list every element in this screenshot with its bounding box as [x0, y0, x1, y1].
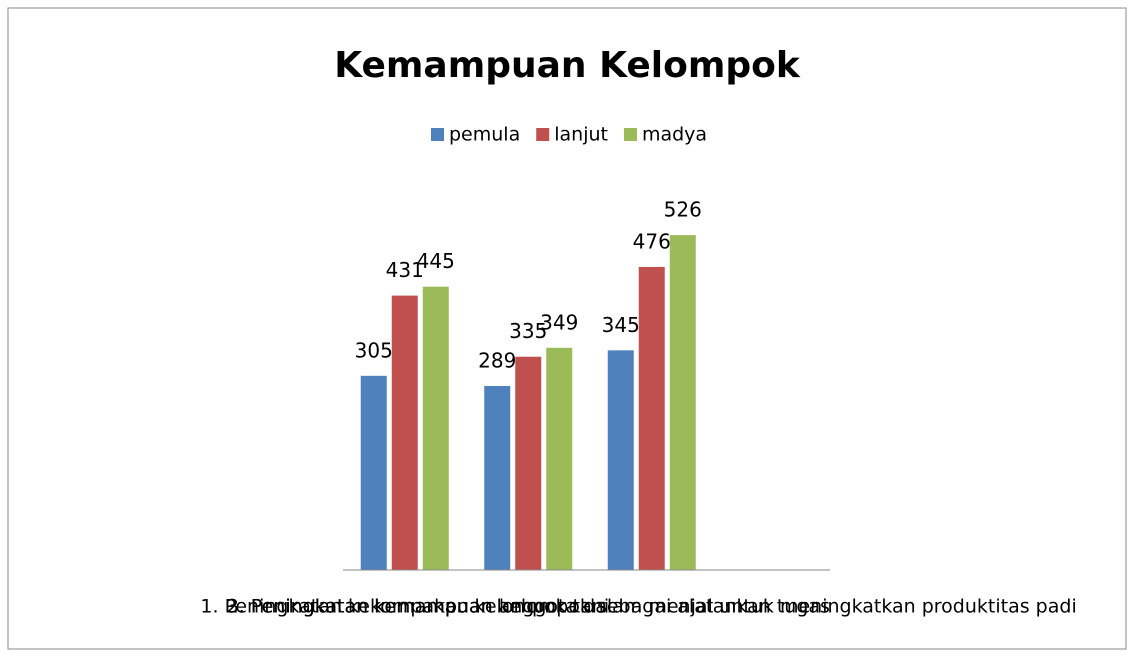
bar [546, 347, 573, 570]
bar [422, 286, 449, 570]
bar [391, 295, 418, 570]
bar [484, 386, 511, 570]
data-label: 349 [540, 310, 578, 334]
legend-label: madya [642, 124, 707, 146]
x-tick-label: 1. Peningkatan kekompakan kelompok tani [200, 596, 609, 618]
x-tick-label: 2. Peningkatan kemampuan anggota dalam m… [227, 596, 830, 618]
data-label: 476 [633, 229, 671, 253]
data-label: 445 [417, 249, 455, 273]
bar [360, 375, 387, 570]
legend-swatch [536, 128, 550, 141]
legend-label: lanjut [554, 124, 608, 146]
x-tick-label: 3. Peningkatan kemampuan kelompok sebaga… [227, 596, 1077, 618]
data-label: 345 [602, 313, 640, 337]
legend-swatch [431, 128, 444, 141]
data-label: 335 [509, 319, 547, 343]
legend-label: pemula [449, 124, 520, 146]
chart-title: Kemampuan Kelompok [334, 45, 801, 86]
data-label: 526 [664, 198, 702, 222]
data-label: 289 [478, 349, 516, 373]
bar [669, 235, 696, 570]
bar [607, 350, 634, 570]
bar [638, 266, 665, 570]
data-label: 305 [355, 338, 393, 362]
data-label: 431 [386, 258, 424, 282]
legend-swatch [623, 128, 637, 141]
bar [515, 356, 542, 570]
